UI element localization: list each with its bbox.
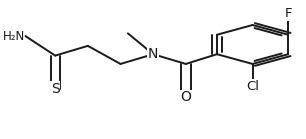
Text: Cl: Cl — [246, 80, 259, 93]
Text: H₂N: H₂N — [3, 30, 25, 43]
Text: O: O — [180, 90, 191, 104]
Text: F: F — [285, 7, 292, 20]
Text: N: N — [148, 47, 158, 61]
Text: S: S — [51, 82, 60, 96]
